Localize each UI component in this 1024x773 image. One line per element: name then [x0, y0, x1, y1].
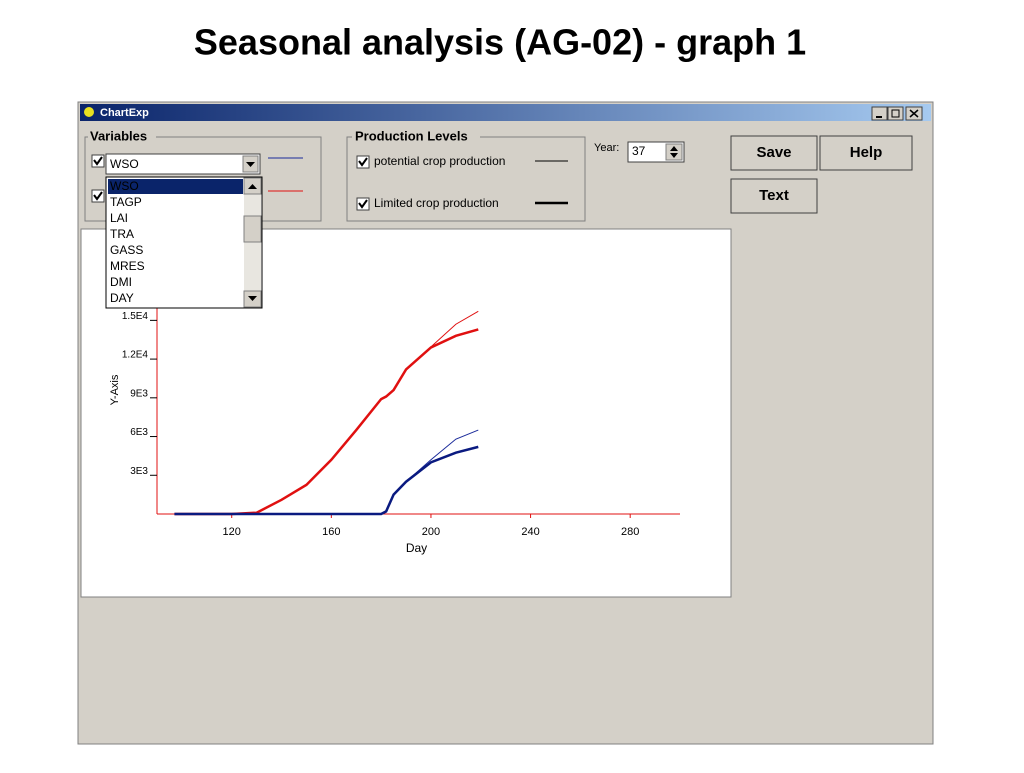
title-bar — [80, 104, 931, 121]
dropdown-option: DMI — [110, 275, 132, 289]
checkbox-label: Limited crop production — [374, 196, 499, 210]
spinner[interactable] — [665, 143, 683, 161]
y-tick-label: 9E3 — [130, 388, 148, 399]
y-tick-label: 1.2E4 — [122, 350, 149, 361]
button-label: Text — [759, 187, 789, 204]
x-tick-label: 120 — [223, 526, 241, 538]
checkmark — [93, 191, 103, 201]
save-button[interactable] — [730, 135, 818, 171]
maximize-icon — [891, 109, 900, 118]
selection-highlight — [108, 179, 243, 194]
y-axis-label: Y-Axis — [109, 374, 121, 405]
checkmark — [358, 199, 368, 209]
dropdown-option: WSO — [110, 179, 139, 193]
x-tick-label: 240 — [521, 526, 539, 538]
x-tick-label: 280 — [621, 526, 639, 538]
window-controls[interactable] — [871, 106, 923, 121]
dropdown-box — [105, 176, 263, 309]
app-icon — [84, 107, 94, 117]
group-label-bg — [352, 131, 480, 143]
dropdown-option: TAGP — [110, 195, 142, 209]
scroll-thumb[interactable] — [243, 215, 262, 243]
arrow-icon — [246, 162, 255, 167]
text-button[interactable] — [730, 178, 818, 214]
checkmark — [93, 156, 103, 166]
group-label: Production Levels — [355, 128, 468, 143]
button-label: Help — [850, 144, 883, 161]
slide-title: Seasonal analysis (AG-02) - graph 1 — [194, 22, 806, 63]
chart: 120 160 200 240 280 3E3 6E3 9E3 1.2E4 1.5E4 Day Y-A… — [109, 230, 680, 555]
window-title: ChartExp — [100, 107, 149, 119]
x-tick-label: 200 — [422, 526, 440, 538]
dropdown-option: LAI — [110, 211, 128, 225]
combobox-value: WSO — [110, 157, 139, 171]
y-tick-label: 1.5E4 — [122, 311, 149, 322]
data-line — [174, 445, 479, 516]
dropdown-list[interactable]: WSO TAGP LAI TRA GASS MRES DMI DAY — [105, 176, 263, 309]
spinner-icon — [670, 146, 678, 158]
y-tick-label: 6E3 — [130, 427, 148, 438]
help-button[interactable] — [819, 135, 913, 171]
minimize-button[interactable] — [871, 106, 888, 121]
checkbox-label: potential crop production — [374, 154, 505, 168]
dropdown-option: MRES — [110, 259, 145, 273]
year-value: 37 — [632, 144, 646, 158]
x-tick-label: 160 — [322, 526, 340, 538]
year-label: Year: — [594, 142, 619, 154]
arrow-icon — [248, 296, 257, 301]
maximize-button[interactable] — [887, 106, 904, 121]
button-label: Save — [756, 144, 791, 161]
combobox[interactable] — [105, 153, 261, 175]
close-icon — [909, 109, 919, 118]
dropdown-option: TRA — [110, 227, 134, 241]
checkmark — [358, 157, 368, 167]
y-tick-label: 3E3 — [130, 466, 148, 477]
dropdown-option: GASS — [110, 243, 143, 257]
group-label-bg — [88, 131, 156, 143]
dropdown-option: DAY — [110, 291, 134, 305]
group-label: Variables — [90, 128, 147, 143]
arrow-icon — [248, 184, 257, 189]
x-axis-label: Day — [406, 541, 427, 555]
